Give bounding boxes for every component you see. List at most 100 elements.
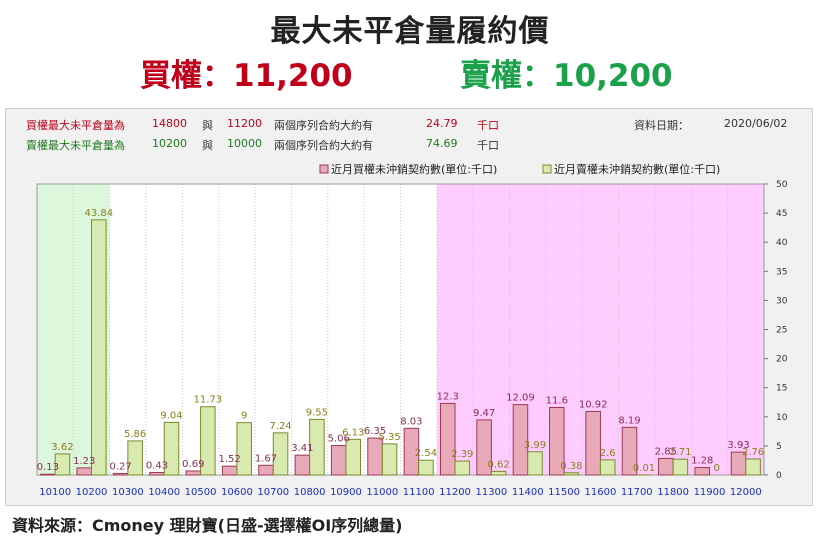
x-tick-label: 11100 bbox=[403, 487, 435, 498]
source-footer: 資料來源：Cmoney 理財寶(日盛-選擇權OI序列總量) bbox=[12, 516, 403, 535]
put-bar bbox=[418, 459, 434, 476]
call-bar bbox=[403, 427, 420, 476]
call-data-label: 5.06 bbox=[328, 434, 350, 445]
call-data-label: 12.3 bbox=[437, 391, 459, 402]
y-tick-label: 30 bbox=[776, 296, 788, 306]
x-tick-label: 11900 bbox=[694, 487, 726, 498]
call-data-label: 6.35 bbox=[364, 426, 386, 437]
call-bar bbox=[658, 457, 674, 476]
call-data-label: 2.85 bbox=[655, 446, 677, 457]
put-data-label: 11.73 bbox=[194, 395, 223, 406]
x-tick-label: 10800 bbox=[294, 487, 326, 498]
put-data-label: 9 bbox=[241, 411, 247, 422]
x-tick-label: 11000 bbox=[366, 487, 398, 498]
put-data-label: 2.54 bbox=[415, 448, 437, 459]
put-data-label: 0 bbox=[714, 463, 720, 474]
legend-swatch-call bbox=[319, 164, 329, 174]
put-data-label: 6.13 bbox=[342, 427, 364, 438]
x-tick-label: 10700 bbox=[257, 487, 289, 498]
put-data-label: 7.24 bbox=[269, 421, 291, 432]
put-info-max-strike: 10200 bbox=[152, 137, 187, 150]
call-bar bbox=[149, 471, 165, 476]
put-data-label: 2.76 bbox=[742, 447, 764, 458]
x-tick-label: 11800 bbox=[657, 487, 689, 498]
call-bar bbox=[694, 467, 710, 476]
put-data-label: 0.62 bbox=[488, 459, 510, 470]
y-tick-label: 45 bbox=[776, 209, 787, 219]
call-max-oi-headline: 買權：11,200 bbox=[140, 58, 353, 94]
put-bar bbox=[236, 422, 252, 476]
put-bar bbox=[381, 443, 398, 476]
data-date-value: 2020/06/02 bbox=[724, 117, 788, 130]
y-tick-label: 0 bbox=[776, 471, 782, 481]
page-title: 最大未平倉量履約價 bbox=[270, 14, 550, 49]
put-bar bbox=[91, 219, 107, 476]
put-info-second-strike: 10000 bbox=[227, 137, 262, 150]
y-tick-label: 35 bbox=[776, 267, 787, 277]
put-data-label: 3.99 bbox=[524, 440, 546, 451]
call-info-conj: 與 bbox=[202, 119, 213, 132]
call-data-label: 0.27 bbox=[109, 461, 131, 472]
put-bar bbox=[454, 460, 471, 476]
call-data-label: 12.09 bbox=[506, 393, 535, 404]
put-data-label: 0.38 bbox=[560, 461, 582, 472]
put-bar bbox=[745, 458, 761, 476]
put-data-label: 0.01 bbox=[633, 463, 655, 474]
put-bar bbox=[672, 458, 689, 476]
put-data-label: 9.04 bbox=[160, 410, 182, 421]
legend-label-put: 近月賣權未沖銷契約數(單位:千口) bbox=[554, 162, 720, 176]
call-info-desc: 兩個序列合約大約有 bbox=[274, 119, 373, 132]
call-bar bbox=[294, 454, 311, 476]
call-data-label: 1.23 bbox=[73, 456, 95, 467]
put-bar bbox=[345, 438, 362, 476]
x-tick-label: 12000 bbox=[730, 487, 762, 498]
call-info-max-strike: 14800 bbox=[152, 117, 187, 130]
x-tick-label: 10300 bbox=[112, 487, 144, 498]
call-bar bbox=[330, 445, 347, 476]
call-data-label: 0.13 bbox=[37, 462, 59, 473]
x-tick-label: 11500 bbox=[548, 487, 580, 498]
call-data-label: 8.03 bbox=[400, 416, 422, 427]
put-data-label: 2.39 bbox=[451, 449, 473, 460]
put-data-label: 3.62 bbox=[51, 442, 73, 453]
put-data-label: 2.6 bbox=[600, 448, 616, 459]
call-bar bbox=[585, 410, 601, 476]
call-data-label: 1.28 bbox=[691, 456, 713, 467]
put-info-value: 74.69 bbox=[426, 137, 458, 150]
call-bar bbox=[439, 402, 456, 476]
call-data-label: 10.92 bbox=[579, 399, 608, 410]
x-tick-label: 10600 bbox=[221, 487, 253, 498]
call-bar bbox=[512, 404, 529, 476]
put-data-label: 2.71 bbox=[669, 447, 691, 458]
call-info-label: 買權最大未平倉量為 bbox=[26, 119, 125, 132]
put-max-oi-headline: 賣權：10,200 bbox=[460, 58, 673, 94]
x-tick-label: 10500 bbox=[185, 487, 217, 498]
x-tick-label: 11300 bbox=[475, 487, 507, 498]
put-data-label: 43.84 bbox=[84, 208, 113, 219]
call-bar bbox=[76, 467, 93, 476]
put-bar bbox=[527, 451, 543, 476]
y-tick-label: 50 bbox=[776, 180, 788, 190]
call-data-label: 9.47 bbox=[473, 408, 495, 419]
x-tick-label: 11200 bbox=[439, 487, 471, 498]
put-bar bbox=[599, 459, 616, 476]
call-bar bbox=[258, 464, 274, 476]
put-info-conj: 與 bbox=[202, 139, 213, 152]
call-bar bbox=[221, 465, 238, 476]
call-info-value: 24.79 bbox=[426, 117, 458, 130]
put-bar bbox=[163, 421, 180, 476]
call-info-unit: 千口 bbox=[477, 119, 499, 132]
legend-swatch-put bbox=[542, 164, 552, 174]
y-tick-label: 25 bbox=[776, 326, 787, 336]
call-data-label: 3.93 bbox=[727, 440, 749, 451]
call-data-label: 11.6 bbox=[546, 395, 568, 406]
data-date-label: 資料日期： bbox=[634, 119, 689, 132]
y-tick-label: 20 bbox=[776, 355, 788, 365]
call-data-label: 3.41 bbox=[291, 443, 313, 454]
x-tick-label: 11700 bbox=[621, 487, 653, 498]
call-data-label: 1.52 bbox=[219, 454, 241, 465]
call-info-second-strike: 11200 bbox=[227, 117, 262, 130]
put-info-label: 賣權最大未平倉量為 bbox=[26, 139, 125, 152]
call-bar bbox=[367, 437, 383, 476]
